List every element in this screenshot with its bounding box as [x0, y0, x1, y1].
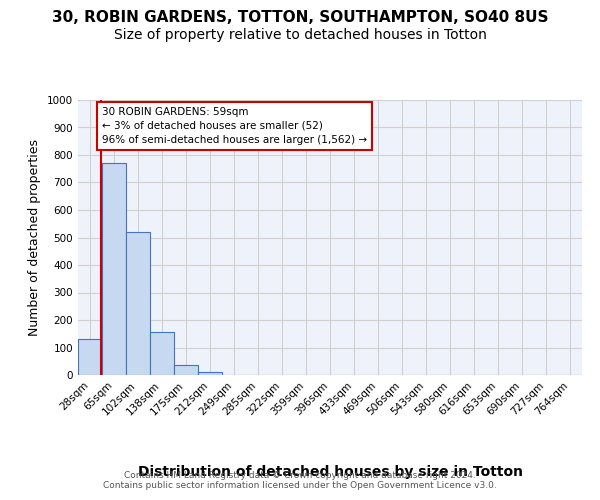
Text: Contains HM Land Registry data © Crown copyright and database right 2024.
Contai: Contains HM Land Registry data © Crown c… — [103, 470, 497, 490]
X-axis label: Distribution of detached houses by size in Totton: Distribution of detached houses by size … — [137, 466, 523, 479]
Bar — [198, 372, 222, 375]
Text: Size of property relative to detached houses in Totton: Size of property relative to detached ho… — [113, 28, 487, 42]
Y-axis label: Number of detached properties: Number of detached properties — [28, 139, 41, 336]
Text: 30 ROBIN GARDENS: 59sqm
← 3% of detached houses are smaller (52)
96% of semi-det: 30 ROBIN GARDENS: 59sqm ← 3% of detached… — [102, 107, 367, 145]
Bar — [174, 366, 198, 375]
Bar — [78, 339, 102, 375]
Text: 30, ROBIN GARDENS, TOTTON, SOUTHAMPTON, SO40 8US: 30, ROBIN GARDENS, TOTTON, SOUTHAMPTON, … — [52, 10, 548, 25]
Bar — [150, 332, 174, 375]
Bar — [126, 232, 150, 375]
Bar — [102, 163, 126, 375]
